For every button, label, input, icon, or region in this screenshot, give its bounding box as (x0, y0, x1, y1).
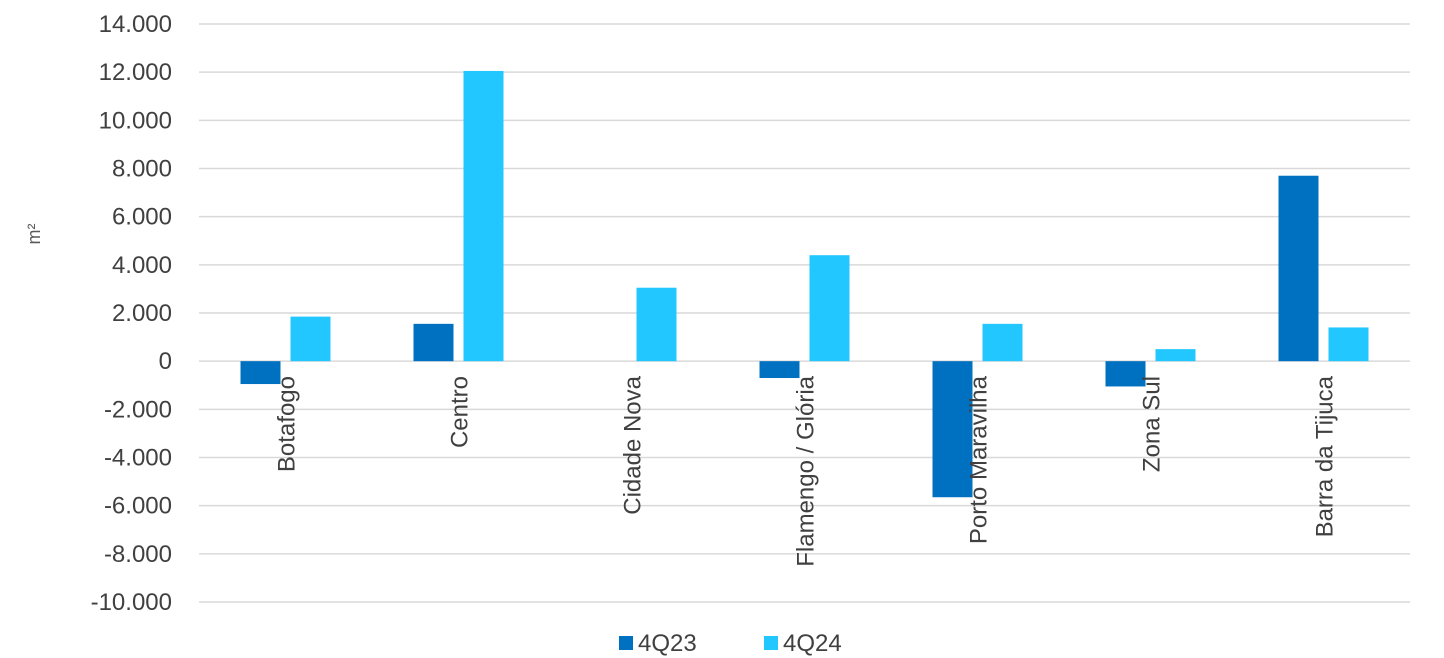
legend-swatch-4q24 (764, 636, 778, 650)
bar-4q24 (636, 287, 677, 362)
bar-4q24 (1328, 327, 1369, 362)
y-tick-label: 14.000 (99, 11, 172, 38)
y-tick-label: -4.000 (104, 445, 172, 472)
bar-4q23 (240, 361, 281, 385)
category-label: Porto Maravilha (966, 375, 993, 544)
bar-4q24 (290, 316, 331, 362)
gridlines (199, 23, 1410, 603)
bar-4q24 (809, 255, 850, 362)
legend: 4Q23 4Q24 (619, 630, 842, 657)
y-tick-label: 10.000 (99, 107, 172, 134)
y-tick-label: 6.000 (112, 204, 172, 231)
y-tick-label: 0 (159, 348, 172, 375)
y-axis-ticks: 14.000 12.000 10.000 8.000 6.000 4.000 2.000 0 -… (91, 11, 172, 616)
category-label: Zona Sul (1139, 376, 1166, 472)
legend-swatch-4q23 (619, 636, 633, 650)
y-tick-label: -6.000 (104, 493, 172, 520)
y-tick-label: 2.000 (112, 300, 172, 327)
y-tick-label: -2.000 (104, 396, 172, 423)
bar-4q23 (759, 361, 800, 379)
bar-4q23 (413, 323, 454, 362)
y-tick-label: 12.000 (99, 59, 172, 86)
bar-4q23 (932, 361, 973, 498)
category-label: Flamengo / Glória (793, 375, 820, 566)
y-axis-label: m² (24, 224, 44, 245)
category-labels: Botafogo Centro Cidade Nova Flamengo / Glór… (274, 375, 1339, 566)
y-tick-label: 4.000 (112, 252, 172, 279)
bars (240, 70, 1369, 498)
bar-4q23 (1105, 361, 1146, 387)
bar-4q24 (1155, 349, 1196, 362)
category-label: Botafogo (274, 376, 301, 472)
bar-4q23 (1278, 175, 1319, 362)
category-label: Barra da Tijuca (1312, 375, 1339, 537)
bar-4q24 (982, 323, 1023, 362)
category-label: Centro (447, 376, 474, 448)
legend-label-4q23: 4Q23 (638, 630, 697, 657)
y-tick-label: -8.000 (104, 541, 172, 568)
category-label: Cidade Nova (620, 375, 647, 514)
bar-4q24 (463, 70, 504, 362)
y-tick-label: -10.000 (91, 589, 172, 616)
y-tick-label: 8.000 (112, 156, 172, 183)
legend-label-4q24: 4Q24 (783, 630, 842, 657)
